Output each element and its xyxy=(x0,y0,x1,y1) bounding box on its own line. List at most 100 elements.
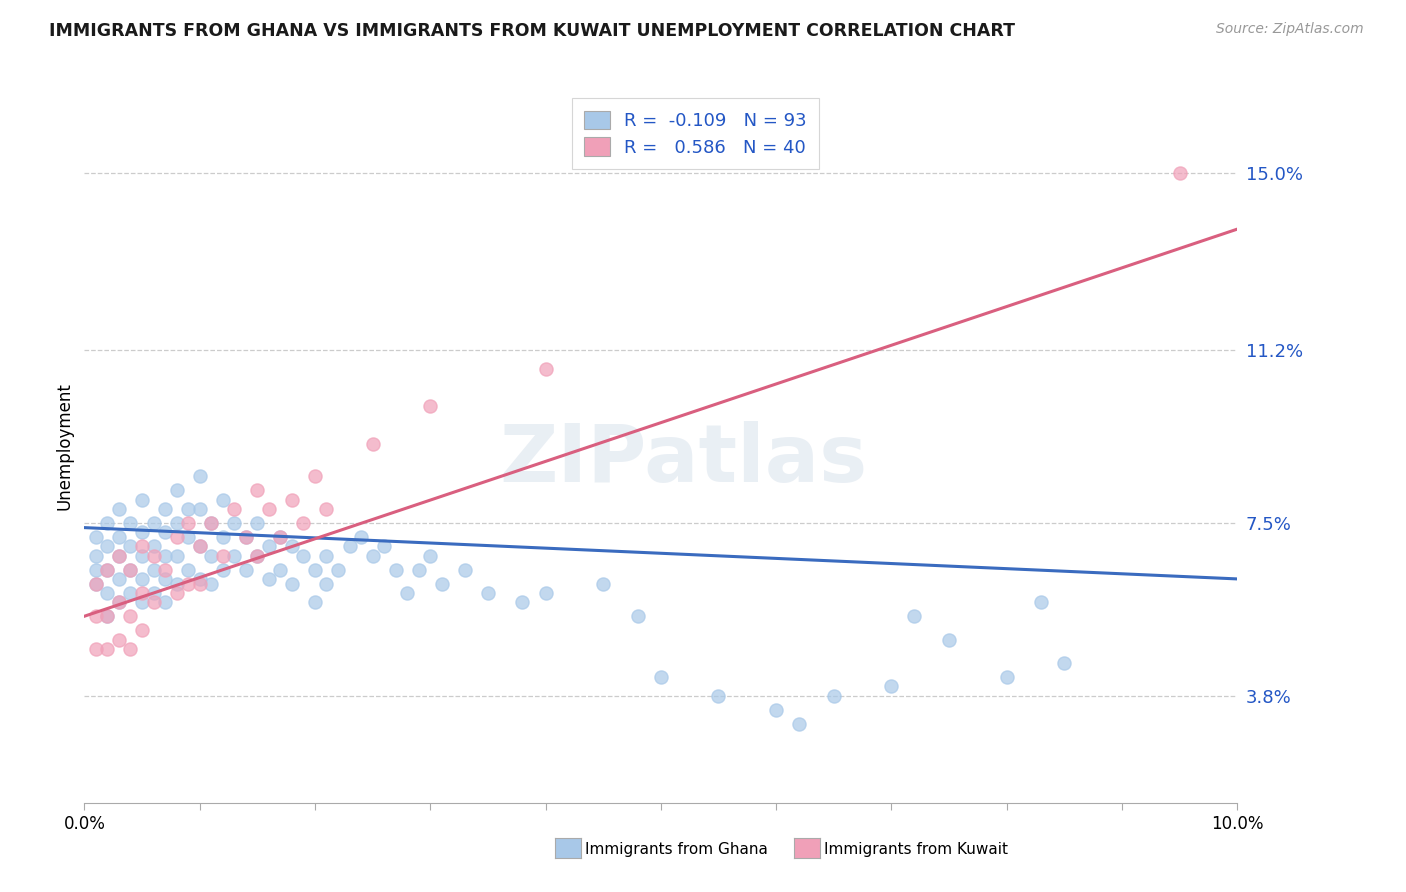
Point xyxy=(96,563,118,577)
Point xyxy=(120,609,142,624)
Point xyxy=(304,563,326,577)
Point xyxy=(96,641,118,656)
Point xyxy=(142,539,165,553)
Point xyxy=(592,576,614,591)
Point xyxy=(246,549,269,563)
Point xyxy=(454,563,477,577)
Point xyxy=(1053,656,1076,670)
Point xyxy=(430,576,453,591)
Point xyxy=(108,572,131,586)
Point xyxy=(269,530,291,544)
Point xyxy=(281,492,304,507)
Point xyxy=(650,670,672,684)
Point xyxy=(339,539,361,553)
Point xyxy=(108,530,131,544)
Point xyxy=(142,586,165,600)
Point xyxy=(177,576,200,591)
Point xyxy=(269,563,291,577)
Point xyxy=(131,492,153,507)
Point xyxy=(108,549,131,563)
Point xyxy=(142,563,165,577)
Point xyxy=(188,576,211,591)
Point xyxy=(131,595,153,609)
Point xyxy=(257,539,280,553)
Point xyxy=(177,530,200,544)
Point xyxy=(153,502,176,516)
Point xyxy=(200,516,222,530)
Point xyxy=(419,549,441,563)
Point xyxy=(361,436,384,450)
Point xyxy=(108,549,131,563)
Point xyxy=(142,516,165,530)
Point xyxy=(627,609,650,624)
Point xyxy=(315,549,337,563)
Point xyxy=(84,549,107,563)
Point xyxy=(131,624,153,638)
Point xyxy=(880,679,903,693)
Point xyxy=(477,586,499,600)
Point xyxy=(235,530,257,544)
Point xyxy=(350,530,373,544)
Point xyxy=(166,530,188,544)
Point xyxy=(131,525,153,540)
Point xyxy=(224,549,246,563)
Point xyxy=(96,563,118,577)
Point xyxy=(534,586,557,600)
Point xyxy=(315,576,337,591)
Point xyxy=(419,400,441,414)
Point xyxy=(108,595,131,609)
Point xyxy=(131,572,153,586)
Point xyxy=(188,469,211,483)
Point xyxy=(153,572,176,586)
Point xyxy=(787,716,810,731)
Point xyxy=(177,563,200,577)
Point xyxy=(120,641,142,656)
Point xyxy=(153,549,176,563)
Text: Immigrants from Kuwait: Immigrants from Kuwait xyxy=(824,842,1008,856)
Point xyxy=(131,586,153,600)
Y-axis label: Unemployment: Unemployment xyxy=(55,382,73,510)
Point xyxy=(235,563,257,577)
Point xyxy=(408,563,430,577)
Point xyxy=(108,595,131,609)
Point xyxy=(108,502,131,516)
Point xyxy=(373,539,395,553)
Point xyxy=(166,586,188,600)
Point xyxy=(200,516,222,530)
Point xyxy=(235,530,257,544)
Point xyxy=(84,576,107,591)
Point xyxy=(188,539,211,553)
Point xyxy=(246,516,269,530)
Point xyxy=(326,563,349,577)
Point xyxy=(1168,166,1191,180)
Point xyxy=(166,576,188,591)
Point xyxy=(224,516,246,530)
Point xyxy=(131,549,153,563)
Point xyxy=(153,525,176,540)
Point xyxy=(384,563,406,577)
Point xyxy=(823,689,845,703)
Point xyxy=(84,641,107,656)
Point xyxy=(304,469,326,483)
Point xyxy=(84,563,107,577)
Point xyxy=(96,586,118,600)
Point xyxy=(534,362,557,376)
Point xyxy=(257,572,280,586)
Point xyxy=(995,670,1018,684)
Point xyxy=(765,702,787,716)
Point xyxy=(246,549,269,563)
Point xyxy=(96,609,118,624)
Point xyxy=(246,483,269,498)
Point xyxy=(512,595,534,609)
Point xyxy=(84,576,107,591)
Point xyxy=(166,483,188,498)
Point xyxy=(1031,595,1053,609)
Point xyxy=(707,689,730,703)
Point xyxy=(131,539,153,553)
Point xyxy=(304,595,326,609)
Point xyxy=(281,576,304,591)
Point xyxy=(938,632,960,647)
Text: Immigrants from Ghana: Immigrants from Ghana xyxy=(585,842,768,856)
Point xyxy=(142,595,165,609)
Legend: R =  -0.109   N = 93, R =   0.586   N = 40: R = -0.109 N = 93, R = 0.586 N = 40 xyxy=(572,98,820,169)
